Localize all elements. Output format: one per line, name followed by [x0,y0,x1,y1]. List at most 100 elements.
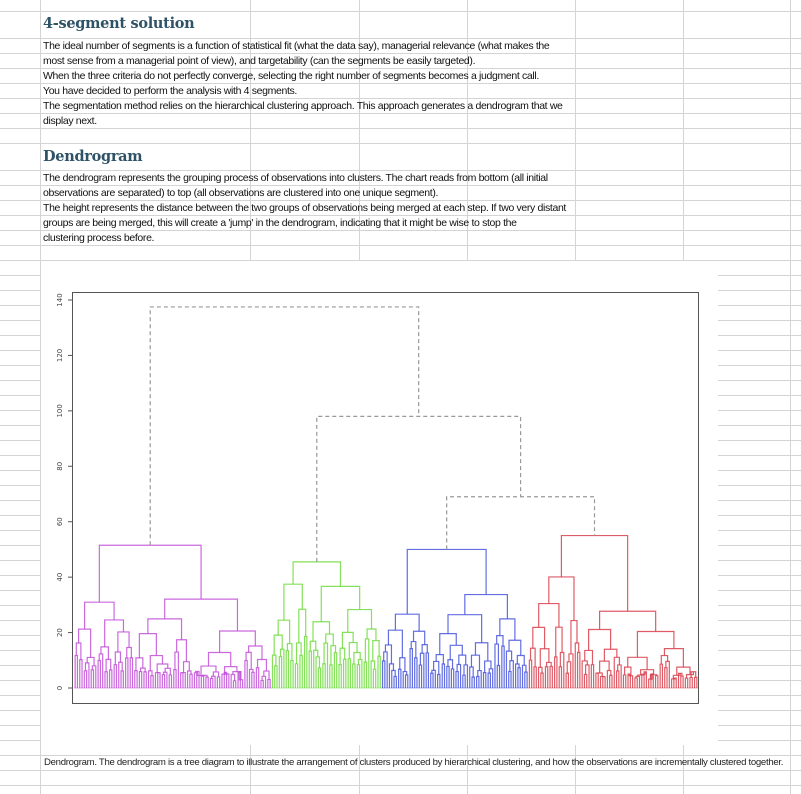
dendrogram-link [684,677,689,688]
y-tick-label: 140 [56,293,64,306]
dendrogram-link [134,670,138,688]
dendrogram-link [565,672,569,688]
dendrogram-link [613,656,621,688]
dendrogram-link [232,680,237,688]
dendrogram-link [186,670,192,688]
dendrogram-link [292,561,342,587]
dendrogram-link [180,672,184,688]
dendrogram-link [615,670,620,688]
dendrogram-branches [74,534,698,688]
dendrogram-link [673,677,677,688]
dendrogram-link [150,675,154,688]
cluster-merge-link [149,306,420,546]
dendrogram-link [430,672,434,688]
dendrogram-link [583,673,588,688]
dendrogram-link [584,649,594,665]
dendrogram-link [474,642,489,662]
section-title-dendrogram: Dendrogram [43,148,143,165]
dendrogram-link [524,671,528,688]
dendrogram-link [98,544,202,603]
dendrogram-link [251,671,255,688]
dendrogram-link [221,673,228,688]
dendrogram-link [634,677,638,688]
y-tick-label: 0 [56,686,64,690]
dendrogram-link [528,659,533,688]
dendrogram-link [521,664,527,688]
dendrogram-link [603,648,618,662]
dendrogram-link [138,671,143,688]
cluster-merge-link [316,415,522,562]
dendrogram-link [595,672,599,688]
dendrogram-link [439,632,457,655]
dendrogram-link [446,665,450,688]
chart-caption: Dendrogram. The dendrogram is a tree dia… [44,757,784,768]
dendrogram-link [654,675,659,688]
dendrogram-link [659,663,664,688]
dendrogram-link [83,670,88,688]
dendrogram-link [402,670,408,688]
dendrogram-link [627,656,648,670]
dendrogram-link [599,675,605,688]
dendrogram-link [149,654,164,671]
dendrogram-link [508,639,522,656]
dendrogram-link [463,664,469,688]
dendrogram-link [279,648,285,688]
dendrogram-link [256,658,268,672]
dendrogram-link [129,657,134,688]
dendrogram-link [484,660,492,673]
section2-line: The dendrogram represents the grouping p… [43,172,548,184]
dendrogram-link [412,630,426,645]
dendrogram-link [312,621,331,642]
dendrogram-link [278,656,283,688]
dendrogram-link [205,676,209,688]
dendrogram-link [650,673,654,688]
dendrogram-link [338,664,342,688]
dendrogram-link [308,650,313,688]
dendrogram-link [558,666,563,688]
dendrogram-link [599,660,610,673]
section1-line: The segmentation method relies on the hi… [43,100,563,112]
dendrogram-link [108,669,113,688]
dendrogram-link [394,613,420,632]
dendrogram-link [469,666,474,688]
dendrogram-link [540,672,544,688]
dendrogram-link [606,669,612,688]
dendrogram-link [90,669,95,688]
dendrogram-link [97,659,101,688]
dendrogram-link [590,664,595,688]
dendrogram-link [689,676,693,688]
dendrogram-link [193,672,198,688]
dendrogram-link [161,674,166,688]
dendrogram-link [517,667,521,688]
dendrogram-link [248,645,263,660]
dendrogram-link [219,630,256,653]
dendrogram-link [298,608,307,643]
dendrogram-link [437,673,441,688]
dendrogram-link [418,664,423,688]
dendrogram-link [664,667,668,688]
dendrogram-link [496,664,501,688]
dendrogram-link [135,657,144,671]
dendrogram-link [126,646,132,659]
y-tick-label: 40 [56,573,64,582]
dendrogram-link [488,668,494,688]
dendrogram-link [255,667,260,688]
dendrogram-link [663,648,684,668]
dendrogram-link [294,663,299,688]
dendrogram-link [533,666,537,688]
dendrogram-link [482,672,487,688]
dendrogram-link [84,601,115,630]
dendrogram-link [154,672,160,688]
dendrogram-link [462,674,466,688]
dendrogram-link [157,671,161,688]
section2-line: groups are being merged, this will creat… [43,217,517,229]
dendrogram-link [529,647,536,667]
dendrogram-link [315,656,321,688]
dendrogram-link [508,670,512,688]
y-tick-label: 120 [56,349,64,362]
dendrogram-link [323,642,329,688]
dendrogram-link [156,663,169,673]
dendrogram-link [104,671,108,688]
dendrogram-link [348,641,358,659]
dendrogram-link [230,673,236,688]
